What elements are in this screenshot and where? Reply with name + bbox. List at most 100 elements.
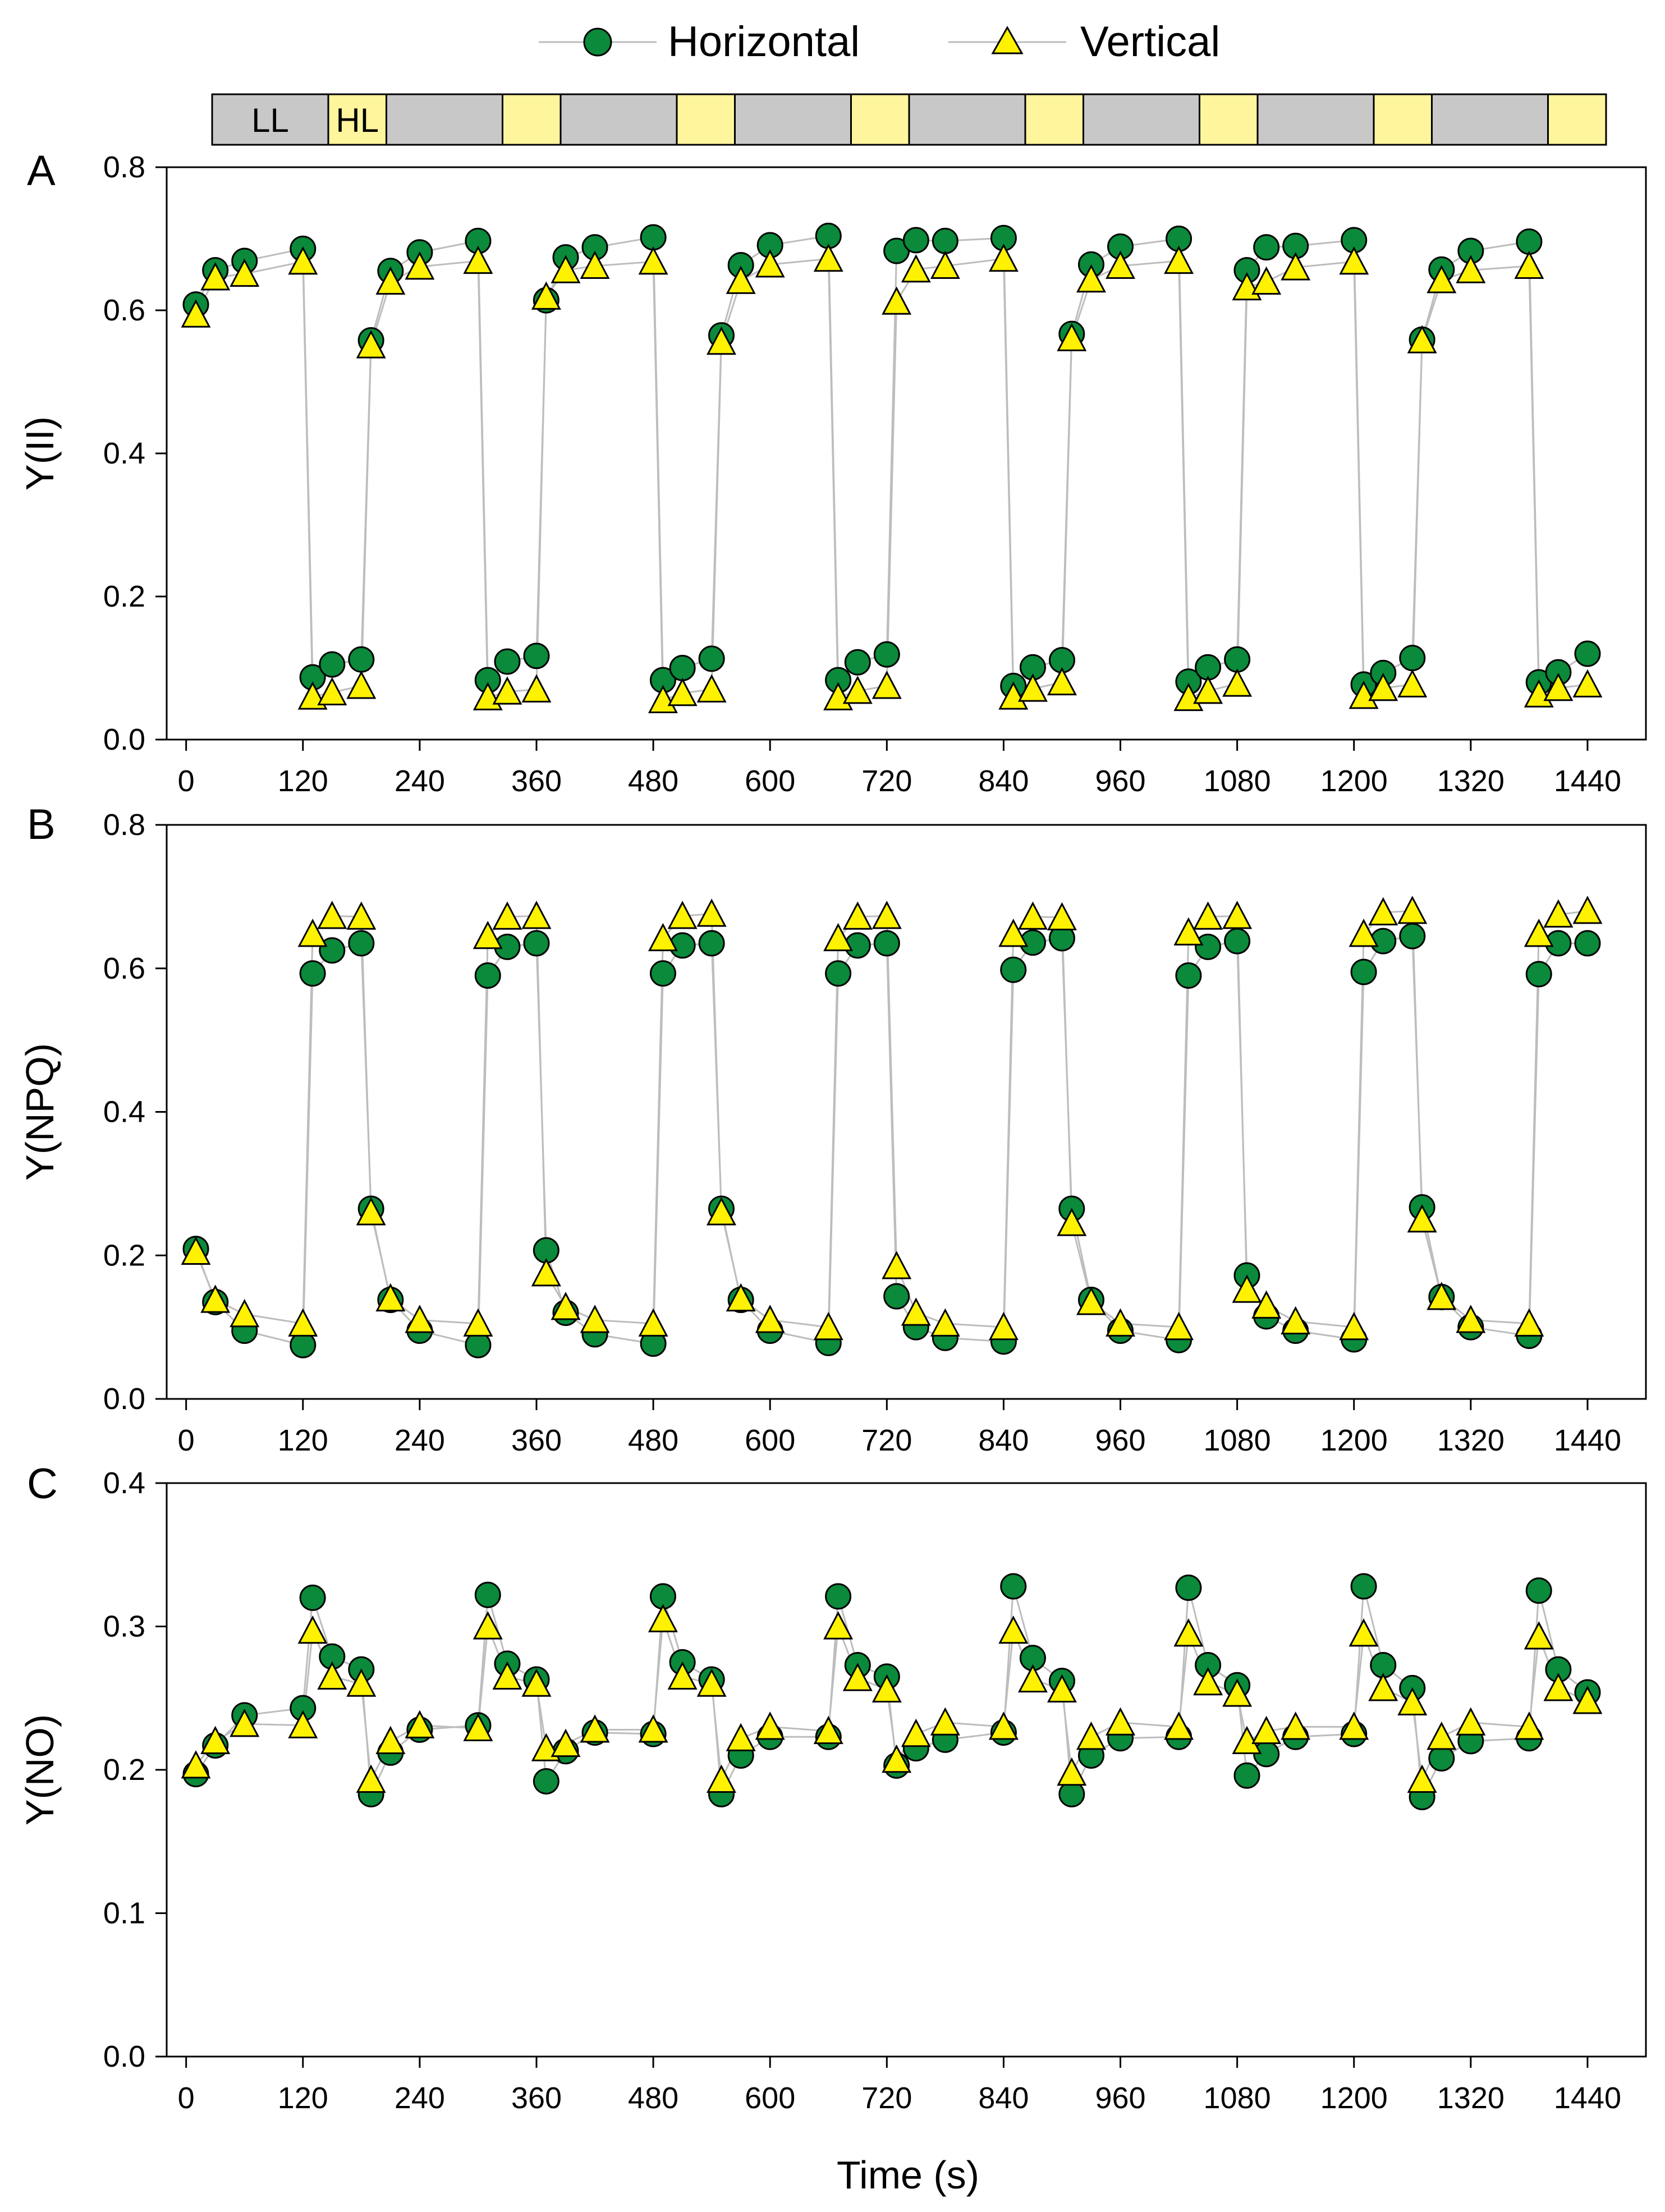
point-vertical <box>842 676 873 704</box>
point-horizontal <box>1516 228 1543 255</box>
light-bar-segment-hl <box>1373 93 1433 146</box>
x-tick-label: 1200 <box>1320 2081 1388 2115</box>
x-tick-label: 960 <box>1095 764 1145 798</box>
x-tick-label: 1080 <box>1204 2081 1271 2115</box>
point-vertical <box>755 249 785 278</box>
light-bar-segment-ll <box>559 93 678 146</box>
point-vertical <box>405 1710 435 1738</box>
point-vertical <box>707 326 736 355</box>
point-vertical <box>813 243 843 272</box>
light-bar-segment-ll <box>1431 93 1549 146</box>
point-vertical <box>1281 252 1311 281</box>
x-tick-label: 1440 <box>1554 764 1621 798</box>
point-vertical <box>988 1711 1019 1740</box>
point-vertical <box>1193 676 1223 704</box>
point-vertical <box>998 1615 1029 1644</box>
point-horizontal <box>533 1768 559 1795</box>
x-tick-label: 1320 <box>1437 1424 1505 1457</box>
x-tick-label: 1320 <box>1437 2081 1505 2115</box>
point-horizontal <box>649 960 676 987</box>
light-bar-segment-hl <box>502 93 562 146</box>
point-vertical <box>667 677 698 706</box>
point-vertical <box>317 677 347 705</box>
point-vertical <box>473 1611 503 1640</box>
point-vertical <box>1427 265 1457 293</box>
light-bar-segment-hl <box>850 93 910 146</box>
point-vertical <box>1173 917 1204 946</box>
point-vertical <box>1456 255 1486 283</box>
x-tick-label: 840 <box>978 764 1029 798</box>
x-tick-label: 840 <box>978 2081 1029 2115</box>
x-tick-label: 0 <box>178 764 195 798</box>
point-vertical <box>1368 897 1398 926</box>
y-tick-label: 0.8 <box>103 150 145 184</box>
y-tick-label: 0.4 <box>103 437 145 470</box>
panel-letter: B <box>27 801 56 848</box>
point-vertical <box>901 1718 931 1747</box>
point-vertical <box>667 901 698 929</box>
point-vertical <box>297 919 328 947</box>
point-horizontal <box>932 227 958 254</box>
x-tick-label: 1080 <box>1204 1424 1271 1457</box>
point-horizontal <box>698 645 725 672</box>
point-horizontal <box>669 655 696 681</box>
y-tick-label: 0.4 <box>103 1466 145 1500</box>
point-vertical <box>1251 266 1282 295</box>
point-vertical <box>1524 919 1554 947</box>
point-vertical <box>1407 325 1437 354</box>
point-vertical <box>317 901 347 929</box>
x-tick-label: 360 <box>511 1424 562 1457</box>
point-vertical <box>230 1709 260 1737</box>
y-tick-label: 0.3 <box>103 1610 145 1644</box>
point-vertical <box>580 1305 610 1333</box>
point-horizontal <box>1574 640 1601 667</box>
point-vertical <box>492 901 522 930</box>
x-tick-label: 1200 <box>1320 764 1388 798</box>
point-vertical <box>1572 896 1603 924</box>
point-vertical <box>405 251 435 280</box>
x-tick-label: 240 <box>395 1424 445 1457</box>
point-vertical <box>638 246 668 275</box>
point-horizontal <box>348 930 375 957</box>
point-vertical <box>638 1714 668 1743</box>
x-tick-label: 480 <box>628 1424 678 1457</box>
point-vertical <box>823 1611 854 1640</box>
point-vertical <box>882 1744 912 1773</box>
point-horizontal <box>1175 962 1202 989</box>
point-vertical <box>1397 896 1428 924</box>
point-vertical <box>707 1197 736 1226</box>
point-vertical <box>707 1764 736 1793</box>
point-vertical <box>375 1725 406 1754</box>
point-vertical <box>1017 673 1048 702</box>
point-vertical <box>1572 1686 1603 1714</box>
point-vertical <box>200 262 231 291</box>
point-vertical <box>882 1251 912 1279</box>
point-vertical <box>1397 669 1428 697</box>
x-tick-label: 480 <box>628 764 678 798</box>
point-vertical <box>1281 1306 1311 1334</box>
x-tick-label: 0 <box>178 2081 195 2115</box>
x-tick-label: 120 <box>278 2081 328 2115</box>
point-vertical <box>1057 1208 1087 1236</box>
panel-letter: C <box>27 1460 58 1508</box>
point-vertical <box>346 901 377 930</box>
point-vertical <box>375 1283 406 1312</box>
point-horizontal <box>1399 923 1426 949</box>
point-vertical <box>1543 672 1574 701</box>
point-vertical <box>181 1750 211 1779</box>
point-vertical <box>1193 901 1223 930</box>
point-vertical <box>813 1311 843 1341</box>
point-vertical <box>1514 1711 1544 1740</box>
point-vertical <box>551 1292 581 1320</box>
point-horizontal <box>523 930 550 957</box>
x-tick-label: 240 <box>395 764 445 798</box>
panel-a: A Y(II) 0.0 0.2 0.4 0.6 0.8 0 120 240 360 480 600 720… <box>18 147 1647 798</box>
point-horizontal <box>825 960 852 987</box>
point-vertical <box>901 254 931 283</box>
point-vertical <box>1427 1282 1457 1310</box>
point-horizontal <box>299 1584 326 1611</box>
x-tick-label: 480 <box>628 2081 678 2115</box>
point-vertical <box>1251 1290 1282 1319</box>
point-vertical <box>1281 1711 1311 1740</box>
